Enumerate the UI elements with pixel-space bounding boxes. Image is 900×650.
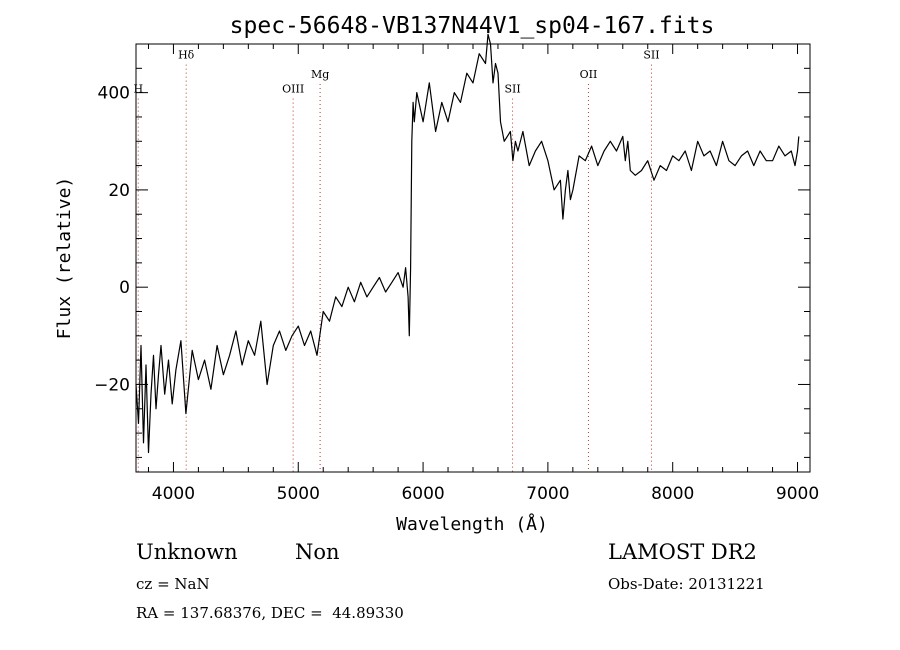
x-tick-label: 8000 <box>651 484 694 504</box>
line-marker-label: Hδ <box>178 49 195 62</box>
x-tick-label: 4000 <box>152 484 195 504</box>
line-marker-label: H <box>133 83 143 96</box>
line-marker-label: OII <box>580 68 598 81</box>
x-tick-label: 9000 <box>776 484 819 504</box>
line-marker-label: SII <box>504 83 520 96</box>
x-tick-label: 6000 <box>401 484 444 504</box>
y-tick-label: 400 <box>98 84 130 104</box>
spectrum-line <box>135 33 800 454</box>
spectrum-series <box>135 33 800 454</box>
x-tick-label: 7000 <box>526 484 569 504</box>
redshift-cz: cz = NaN <box>136 575 210 593</box>
obs-date: Obs-Date: 20131221 <box>608 575 765 593</box>
plot-frame <box>135 43 811 473</box>
y-tick-label: 0 <box>119 278 130 298</box>
y-axis-label: Flux (relative) <box>54 177 75 340</box>
y-tick-label: 20 <box>108 181 130 201</box>
spectral-class: Unknown <box>136 540 238 564</box>
chart-title: spec-56648-VB137N44V1_sp04-167.fits <box>230 13 715 39</box>
x-tick-label: 5000 <box>277 484 320 504</box>
axis-ticks: 4000 5000 6000 7000 8000 9000 −20 0 20 400 <box>94 44 819 504</box>
survey-name: LAMOST DR2 <box>608 540 757 564</box>
x-axis-label: Wavelength (Å) <box>396 513 548 535</box>
line-marker-label: Mg <box>311 68 329 81</box>
spectral-subclass: Non <box>295 540 340 564</box>
ra-dec: RA = 137.68376, DEC = 44.89330 <box>136 604 404 622</box>
y-tick-label: −20 <box>94 375 130 395</box>
line-marker-label: OIII <box>282 83 304 96</box>
spectral-line-markers: H Hδ OIII Mg SII OII SII <box>133 49 660 472</box>
line-marker-label: SII <box>643 49 659 62</box>
